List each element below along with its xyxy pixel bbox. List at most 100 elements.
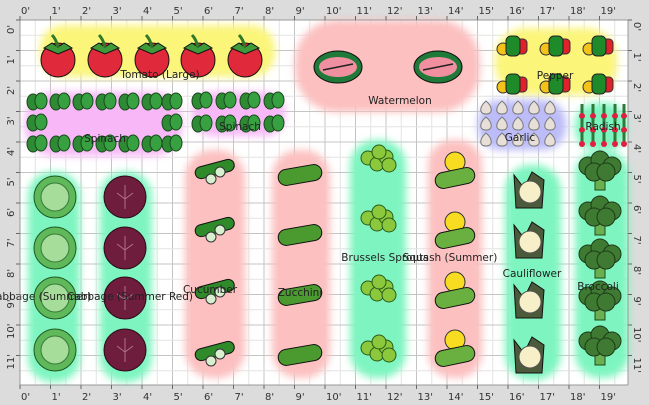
radish-icon[interactable] [590, 132, 596, 147]
brussels-sprouts-icon[interactable] [360, 144, 397, 173]
squash-icon[interactable] [434, 151, 476, 190]
cucumber-icon[interactable] [194, 216, 236, 243]
garlic-icon[interactable] [496, 100, 508, 115]
pepper-icon[interactable] [539, 73, 571, 95]
radish-icon[interactable] [621, 132, 627, 147]
pepper-icon[interactable] [582, 35, 614, 57]
spinach-icon[interactable] [239, 114, 261, 133]
tomato-icon[interactable] [40, 33, 76, 78]
radish-icon[interactable] [621, 118, 627, 133]
garlic-icon[interactable] [512, 132, 524, 147]
spinach-icon[interactable] [141, 134, 163, 153]
spinach-icon[interactable] [26, 113, 48, 132]
red-cabbage-icon[interactable] [103, 276, 147, 320]
garlic-icon[interactable] [480, 132, 492, 147]
radish-icon[interactable] [579, 132, 585, 147]
radish-icon[interactable] [601, 104, 607, 119]
radish-icon[interactable] [601, 132, 607, 147]
garlic-icon[interactable] [544, 100, 556, 115]
spinach-icon[interactable] [26, 134, 48, 153]
radish-icon[interactable] [621, 104, 627, 119]
spinach-icon[interactable] [239, 91, 261, 110]
spinach-icon[interactable] [215, 91, 237, 110]
garlic-icon[interactable] [544, 116, 556, 131]
spinach-icon[interactable] [26, 92, 48, 111]
radish-icon[interactable] [612, 104, 618, 119]
squash-icon[interactable] [434, 271, 476, 310]
garlic-icon[interactable] [512, 100, 524, 115]
garlic-icon[interactable] [544, 132, 556, 147]
radish-icon[interactable] [590, 104, 596, 119]
spinach-icon[interactable] [95, 134, 117, 153]
brussels-sprouts-icon[interactable] [360, 274, 397, 303]
garlic-icon[interactable] [496, 116, 508, 131]
bed-cauliflower[interactable] [505, 165, 561, 380]
bed-watermelon[interactable] [295, 20, 480, 112]
cauliflower-icon[interactable] [513, 281, 545, 319]
cauliflower-icon[interactable] [513, 221, 545, 259]
red-cabbage-icon[interactable] [103, 328, 147, 372]
squash-icon[interactable] [434, 329, 476, 368]
pepper-icon[interactable] [582, 73, 614, 95]
radish-icon[interactable] [579, 104, 585, 119]
broccoli-icon[interactable] [578, 195, 622, 236]
radish-icon[interactable] [579, 118, 585, 133]
bed-cucumber[interactable] [185, 150, 245, 378]
bed-zucchini[interactable] [272, 150, 330, 378]
spinach-icon[interactable] [191, 91, 213, 110]
cabbage-icon[interactable] [33, 226, 77, 270]
garlic-icon[interactable] [480, 116, 492, 131]
pepper-icon[interactable] [496, 73, 528, 95]
brussels-sprouts-icon[interactable] [360, 334, 397, 363]
spinach-icon[interactable] [118, 134, 140, 153]
tomato-icon[interactable] [180, 33, 216, 78]
radish-icon[interactable] [612, 132, 618, 147]
bed-spinach[interactable] [192, 92, 285, 136]
spinach-icon[interactable] [95, 92, 117, 111]
zucchini-icon[interactable] [277, 223, 323, 246]
spinach-icon[interactable] [191, 114, 213, 133]
garlic-icon[interactable] [528, 100, 540, 115]
pepper-icon[interactable] [496, 35, 528, 57]
watermelon-icon[interactable] [313, 50, 363, 84]
watermelon-icon[interactable] [413, 50, 463, 84]
bed-squash-summer[interactable] [428, 140, 482, 378]
spinach-icon[interactable] [72, 92, 94, 111]
garlic-icon[interactable] [480, 100, 492, 115]
cucumber-icon[interactable] [194, 158, 236, 185]
garlic-icon[interactable] [512, 116, 524, 131]
spinach-icon[interactable] [49, 92, 71, 111]
garlic-icon[interactable] [496, 132, 508, 147]
spinach-icon[interactable] [161, 113, 183, 132]
brussels-sprouts-icon[interactable] [360, 204, 397, 233]
tomato-icon[interactable] [227, 33, 263, 78]
squash-icon[interactable] [434, 211, 476, 250]
radish-icon[interactable] [590, 118, 596, 133]
broccoli-icon[interactable] [578, 280, 622, 321]
cabbage-icon[interactable] [33, 328, 77, 372]
zucchini-icon[interactable] [277, 343, 323, 366]
spinach-icon[interactable] [215, 114, 237, 133]
cabbage-icon[interactable] [33, 276, 77, 320]
spinach-icon[interactable] [141, 92, 163, 111]
spinach-icon[interactable] [263, 91, 285, 110]
broccoli-icon[interactable] [578, 238, 622, 279]
bed-brussels-sprouts[interactable] [350, 140, 406, 378]
tomato-icon[interactable] [87, 33, 123, 78]
spinach-icon[interactable] [72, 134, 94, 153]
cauliflower-icon[interactable] [513, 336, 545, 374]
zucchini-icon[interactable] [277, 283, 323, 306]
spinach-icon[interactable] [263, 114, 285, 133]
radish-icon[interactable] [601, 118, 607, 133]
radish-icon[interactable] [612, 118, 618, 133]
pepper-icon[interactable] [539, 35, 571, 57]
spinach-icon[interactable] [49, 134, 71, 153]
zucchini-icon[interactable] [277, 163, 323, 186]
cucumber-icon[interactable] [194, 340, 236, 367]
garlic-icon[interactable] [528, 116, 540, 131]
red-cabbage-icon[interactable] [103, 175, 147, 219]
cabbage-icon[interactable] [33, 175, 77, 219]
red-cabbage-icon[interactable] [103, 226, 147, 270]
cauliflower-icon[interactable] [513, 171, 545, 209]
